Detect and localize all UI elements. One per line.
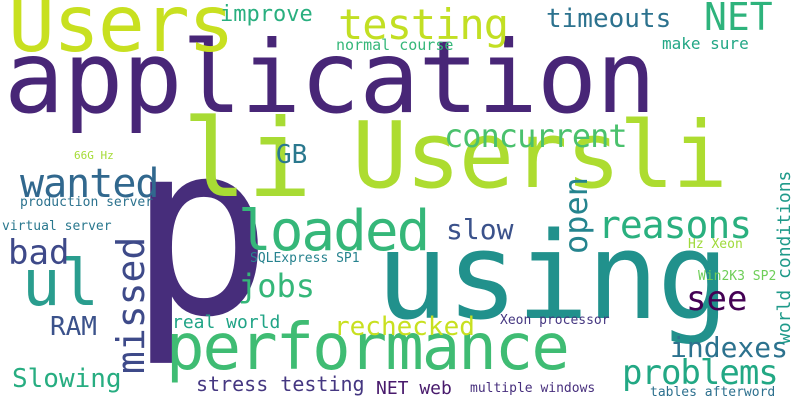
word-reasons: reasons	[598, 203, 752, 247]
word-virtual-server: virtual server	[2, 219, 112, 234]
word-net: NET	[704, 0, 773, 39]
word-improve: improve	[220, 2, 313, 27]
word-66g-hz: 66G Hz	[74, 149, 114, 162]
word-normal-course: normal course	[336, 36, 454, 54]
word-tables-afterword: tables afterword	[650, 385, 776, 400]
word-production-server: production server	[20, 195, 154, 210]
word-jobs: jobs	[238, 267, 316, 305]
word-net-web: NET web	[376, 378, 452, 399]
word-testing: testing	[338, 0, 509, 49]
word-world-conditions: world conditions	[774, 170, 795, 344]
word-gb: GB	[276, 140, 308, 170]
word-wanted: wanted	[20, 161, 159, 207]
word-real-world: real world	[172, 312, 281, 333]
word-multiple-windows: multiple windows	[470, 381, 596, 396]
word-ul: ul	[22, 247, 100, 321]
word-missed: missed	[109, 236, 153, 374]
word-see: see	[686, 279, 748, 319]
word-ram: RAM	[50, 312, 97, 342]
word-hz-xeon: Hz Xeon	[688, 237, 743, 252]
word-rechecked: rechecked	[334, 312, 475, 342]
word-indexes: indexes	[670, 331, 789, 364]
word-users: Users	[8, 0, 235, 70]
word-slowing: Slowing	[12, 364, 122, 394]
word-li: li	[182, 97, 313, 222]
word-bad: bad	[8, 233, 70, 273]
word-application: application	[4, 19, 656, 136]
word-loaded: loaded	[238, 199, 430, 264]
word-sqlexpress-sp1: SQLExpress SP1	[250, 251, 360, 266]
word-p: p	[128, 90, 273, 370]
word-open: open	[557, 176, 595, 254]
word-win2k3-sp2: Win2K3 SP2	[698, 269, 777, 284]
word-performance: performance	[166, 311, 570, 385]
word-problems: problems	[622, 353, 779, 393]
word-make-sure: make sure	[662, 34, 749, 53]
word-concurrent: concurrent	[444, 117, 628, 155]
word-using: using	[376, 208, 729, 347]
word-usersli: Usersli	[352, 102, 728, 209]
word-slow: slow	[446, 213, 514, 246]
word-timeouts: timeouts	[546, 4, 672, 34]
word-xeon-processor: Xeon processor	[500, 313, 610, 328]
word-stress-testing: stress testing	[196, 372, 365, 396]
